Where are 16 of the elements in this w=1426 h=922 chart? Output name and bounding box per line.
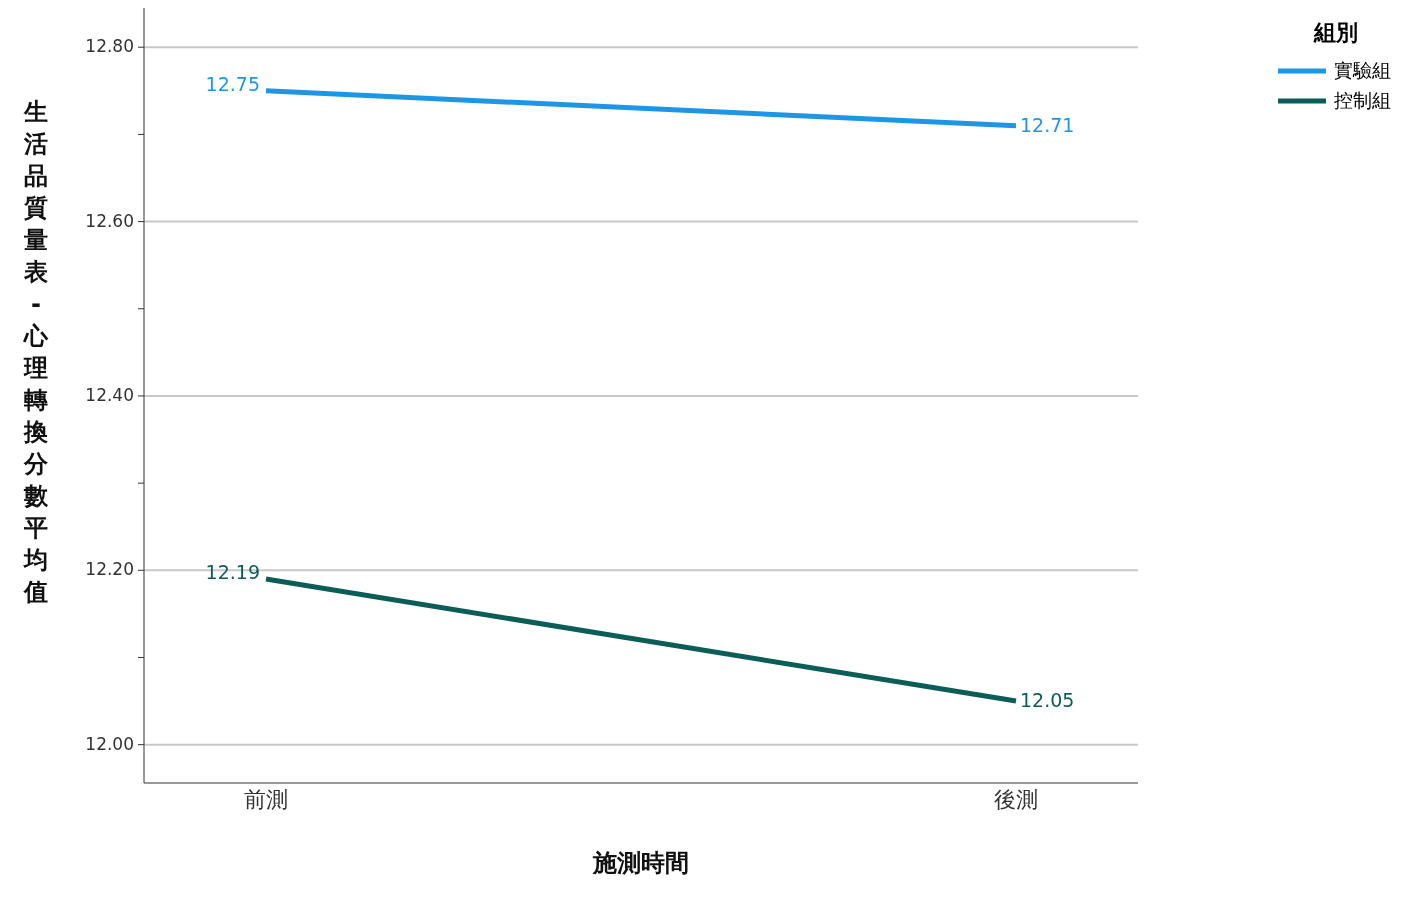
y-tick-label: 12.60 (85, 210, 134, 231)
data-label: 12.05 (1020, 689, 1075, 712)
data-label: 12.19 (205, 561, 260, 584)
legend-label: 控制組 (1334, 88, 1391, 113)
y-tick-label: 12.80 (85, 36, 134, 57)
y-tick-label: 12.20 (85, 559, 134, 580)
y-tick-label: 12.00 (85, 733, 134, 754)
legend-title: 組別 (1314, 19, 1359, 47)
data-label: 12.75 (205, 72, 260, 95)
x-tick-label: 後測 (994, 786, 1038, 812)
legend-label: 實驗組 (1334, 58, 1391, 83)
x-tick-label: 前測 (244, 786, 288, 812)
y-tick-label: 12.40 (85, 384, 134, 405)
data-label: 12.71 (1020, 113, 1075, 136)
text: 生活品質量表-心理轉換分數平均值 (24, 97, 48, 606)
x-axis-title: 施測時間 (592, 849, 689, 877)
